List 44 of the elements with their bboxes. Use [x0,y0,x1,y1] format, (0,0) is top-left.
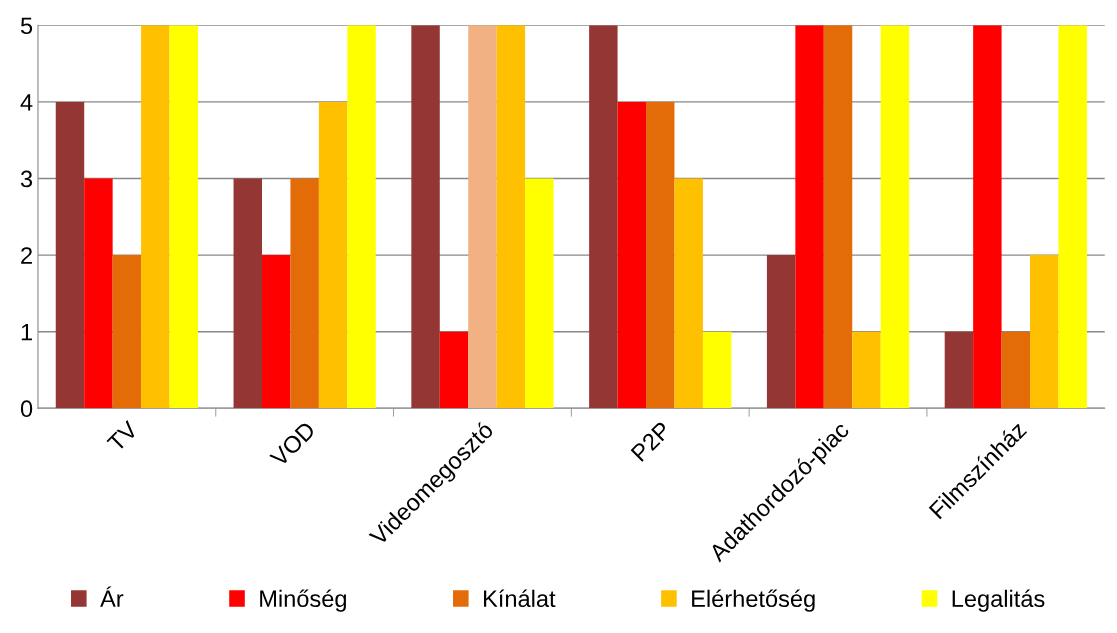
bar [646,101,675,409]
y-tick-label: 1 [21,324,32,341]
y-tick-label: 5 [20,17,33,35]
x-tick-label: VOD [269,420,317,468]
bar [233,178,262,409]
bar [674,178,703,409]
legend-label: Minőség [260,589,346,612]
bar [795,25,824,409]
bar [347,25,376,409]
bar [169,25,198,409]
bar [880,25,910,409]
bar [468,25,497,409]
bar [617,101,647,409]
y-tick-label: 3 [20,170,33,188]
bar [411,25,440,409]
bar [823,25,853,409]
legend-label: Elérhetőség [692,589,815,612]
y-tick-label: 4 [20,94,33,111]
bar [589,25,618,409]
x-tick-label: TV [106,420,139,453]
bar [141,25,170,409]
x-tick-label: P2P [630,420,672,462]
bar [1001,331,1031,409]
legend-label: Legalitás [952,589,1045,612]
bar [1058,25,1087,409]
bar [973,25,1002,409]
bar [112,255,142,409]
bar [290,178,319,409]
bar [84,178,113,409]
bar [852,331,881,409]
bar [525,178,554,409]
bar [439,331,469,409]
bar [944,331,974,409]
legend-label: Kínálat [484,589,556,608]
legend-label: Ár [100,586,124,607]
bar [261,255,291,409]
bar [55,101,85,409]
bar [702,331,732,409]
bar [1030,255,1059,409]
y-tick-label: 2 [21,247,32,264]
bar [766,255,796,409]
y-tick-label: 0 [20,400,33,418]
bar [318,101,348,409]
bar [496,25,526,409]
